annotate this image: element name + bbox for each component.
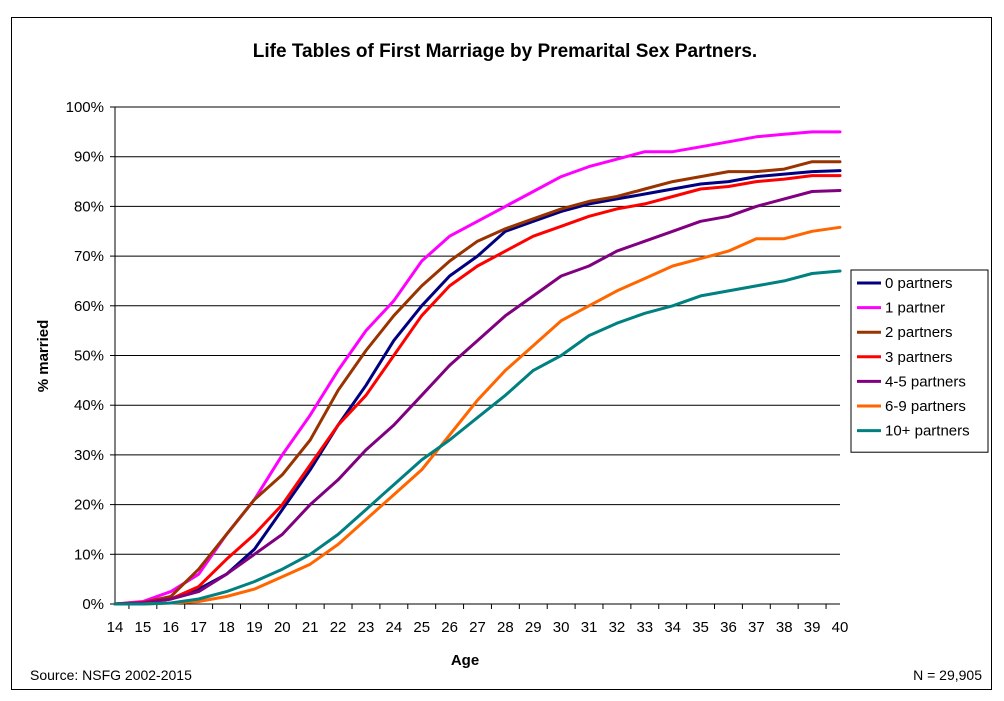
x-tick-label: 17 [190,619,207,636]
y-tick-label: 50% [74,348,104,365]
axes [114,107,840,609]
y-axis-title: % married [35,320,52,393]
x-tick-label: 35 [692,619,709,636]
x-tick-label: 24 [386,619,403,636]
source-note: Source: NSFG 2002-2015 [30,667,192,683]
y-tick-labels: 0% 10% 20% 30% 40% 50% 60% 70% 80% 90% 100% [66,99,104,613]
y-tick-label: 10% [74,546,104,563]
y-tick-label: 90% [74,149,104,166]
x-tick-label: 16 [162,619,179,636]
x-axis-title: Age [451,652,479,669]
x-tick-label: 25 [413,619,430,636]
x-tick-label: 40 [832,619,849,636]
legend-label: 4-5 partners [885,373,966,390]
series-line-2-partners [113,160,842,606]
series-line-3-partners [113,174,842,606]
series-lines [113,130,842,606]
legend-label: 10+ partners [885,423,970,440]
legend-label: 2 partners [885,324,953,341]
x-tick-label: 38 [776,619,793,636]
legend-label: 3 partners [885,349,953,366]
y-tick-label: 40% [74,397,104,414]
x-tick-label: 22 [330,619,347,636]
x-tick-label: 20 [274,619,291,636]
y-tick-label: 80% [74,198,104,215]
series-line-10-partners [113,269,842,606]
x-tick-label: 26 [441,619,458,636]
x-tick-label: 14 [107,619,124,636]
legend-label: 6-9 partners [885,398,966,415]
x-tick-label: 15 [135,619,152,636]
chart-frame [11,17,992,690]
x-tick-label: 37 [748,619,765,636]
x-tick-label: 32 [609,619,626,636]
chart-title: Life Tables of First Marriage by Premari… [253,41,757,62]
x-tick-label: 21 [302,619,319,636]
x-tick-label: 31 [581,619,598,636]
legend-label: 0 partners [885,275,953,292]
legend-label: 1 partner [885,300,945,317]
series-line-1-partner [113,130,842,606]
x-tick-labels: 14 15 16 17 18 19 20 21 22 23 24 25 26 27 28 29 30 31 32 33… [107,619,849,636]
x-tick-label: 18 [218,619,235,636]
x-tick-label: 33 [636,619,653,636]
y-tick-label: 100% [66,99,104,116]
x-tick-label: 28 [497,619,514,636]
x-tick-label: 34 [664,619,681,636]
sample-size-note: N = 29,905 [913,667,982,683]
y-tick-label: 70% [74,248,104,265]
legend-box [850,269,989,453]
series-line-4-5-partners [113,189,842,606]
x-tick-label: 23 [358,619,375,636]
series-line-6-9-partners [113,225,842,606]
x-tick-label: 30 [553,619,570,636]
x-tick-label: 19 [246,619,263,636]
legend: 0 partners 1 partner 2 partners 3 partners 4… [850,269,989,453]
x-tick-label: 36 [720,619,737,636]
y-tick-label: 0% [82,596,104,613]
y-tick-label: 20% [74,497,104,514]
x-tick-label: 27 [469,619,486,636]
x-tick-label: 39 [804,619,821,636]
y-tick-label: 30% [74,447,104,464]
y-tick-label: 60% [74,298,104,315]
x-tick-label: 29 [525,619,542,636]
